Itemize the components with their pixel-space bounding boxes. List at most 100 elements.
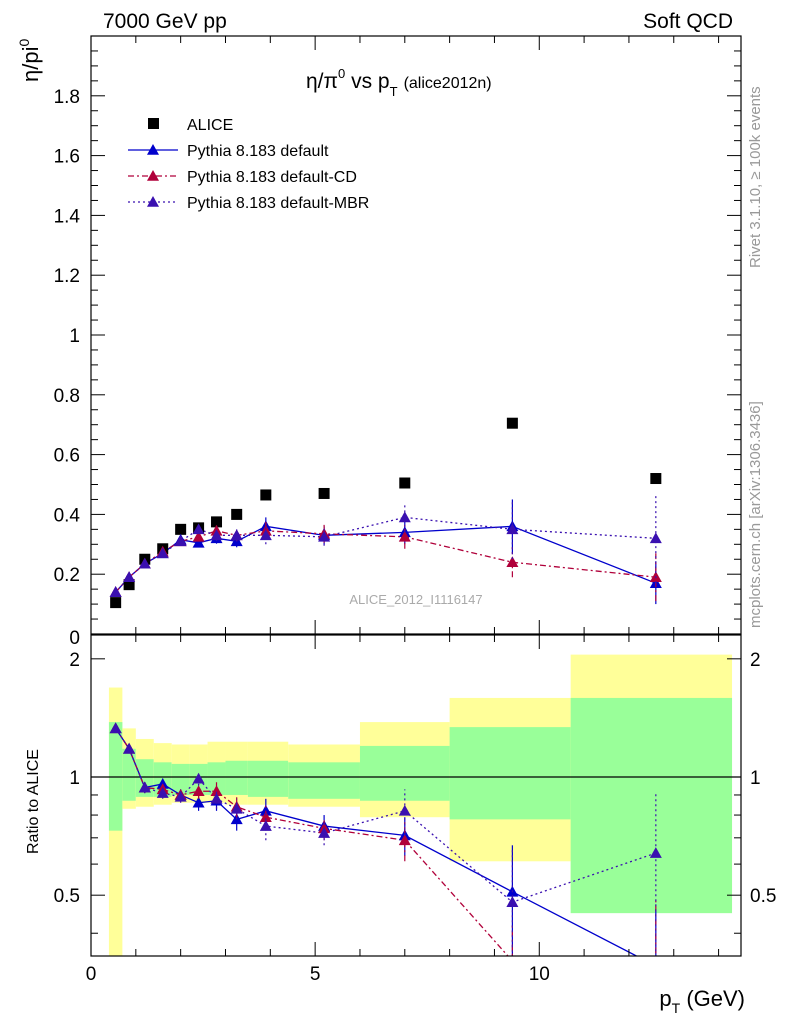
mc-point [506, 556, 519, 568]
top-y-tick-labels: 0 0.2 0.4 0.6 0.8 1 1.2 1.4 1.6 1.8 [54, 87, 81, 649]
ratio-point [210, 792, 223, 804]
green-band [570, 697, 733, 914]
rivet-version-text: Rivet 3.1.10, ≥ 100k events [747, 86, 764, 268]
ratio-series-layer [109, 722, 662, 971]
title-sub: T [390, 84, 398, 99]
mc-point [138, 557, 151, 569]
ratio-point [398, 834, 411, 846]
y-tick-label: 1.4 [54, 206, 81, 227]
ratio-point [398, 804, 411, 816]
ratio-point [506, 896, 519, 907]
y-tick-label: 1.2 [54, 266, 80, 287]
data-point [211, 516, 223, 528]
mc-point [174, 535, 187, 547]
y-tick-label: 1.8 [54, 87, 80, 108]
green-band [171, 763, 190, 795]
y-tick-label: 0.8 [54, 386, 80, 407]
data-point [506, 417, 518, 429]
header-left: 7000 GeV pp [103, 10, 227, 33]
legend-symbol-triangle [147, 196, 159, 207]
ratio-point [318, 827, 331, 838]
mc-point [192, 530, 205, 542]
main-y-axis-label: η/pi0 [16, 39, 43, 82]
x-tick-label: 0 [86, 964, 97, 985]
legend-label-default: Pythia 8.183 default [187, 143, 329, 160]
green-band [207, 762, 226, 795]
main-plot: 0 0.20.40.60.811.21.41.61.8 η/pi0 η/π0 v… [16, 35, 742, 649]
ratio-y-tick-label: 2 [69, 650, 80, 671]
ratio-y-tick-label: 0.5 [54, 886, 80, 907]
ratio-point [649, 847, 662, 858]
data-point [175, 523, 187, 535]
legend-label-default-cd: Pythia 8.183 default-CD [187, 169, 357, 186]
y-tick-label-zero: 0 [69, 628, 80, 649]
data-point [123, 579, 135, 591]
green-band [225, 760, 248, 795]
ratio-tick-labels: 0.5 0.5 1 1 2 2 0 5 10 [54, 650, 777, 985]
data-point [110, 597, 122, 609]
x-tick-label: 10 [529, 964, 550, 985]
ratio-y-tick-label-right: 2 [750, 650, 761, 671]
ratio-point [192, 785, 205, 797]
data-point [650, 473, 662, 485]
ratio-point [138, 781, 151, 793]
title-vs: vs p [345, 70, 389, 93]
mc-point [398, 530, 411, 542]
header-right: Soft QCD [643, 10, 733, 33]
main-plot-frame [90, 35, 742, 635]
legend-symbols [128, 118, 178, 207]
ratio-point [210, 785, 223, 797]
x-label-main: p [659, 986, 671, 1011]
title-tag: (alice2012n) [404, 75, 492, 92]
ratio-point [192, 772, 205, 784]
ratio-point [156, 787, 169, 798]
legend-label-default-mbr: Pythia 8.183 default-MBR [187, 195, 369, 212]
mcplots-credit-text: mcplots.cern.ch [arXiv:1306.3436] [747, 401, 764, 628]
legend-label-alice: ALICE [187, 117, 233, 134]
ratio-point [109, 722, 122, 734]
mc-point [318, 530, 331, 542]
ratio-point [156, 777, 169, 789]
main-series-layer [109, 417, 662, 609]
ratio-y-axis-label: Ratio to ALICE [25, 749, 42, 854]
ratio-point [259, 811, 272, 822]
ratio-point [650, 960, 662, 971]
ratio-point [259, 820, 272, 831]
title-main: η/π [306, 70, 338, 93]
ratio-point [259, 804, 272, 816]
x-tick-label: 5 [310, 964, 321, 985]
ratio-plot: 0.5 0.5 1 1 2 2 0 5 10 Ratio to ALICE pT (GeV) [25, 634, 777, 1016]
data-point [231, 508, 243, 520]
ratio-point [230, 802, 243, 814]
ratio-y-tick-label-right: 1 [750, 768, 761, 789]
x-label-unit: (GeV) [680, 986, 745, 1011]
legend-symbol-triangle [147, 170, 159, 181]
analysis-watermark: ALICE_2012_I1116147 [349, 592, 482, 607]
green-band [449, 727, 571, 820]
mc-point [192, 523, 205, 535]
mc-point [123, 571, 136, 582]
mc-point [506, 523, 519, 535]
legend-symbol-square [148, 118, 159, 129]
y-label-main: η/pi [18, 47, 43, 82]
ratio-uncertainty-bands [108, 654, 733, 956]
data-point [318, 487, 330, 499]
mc-point [156, 547, 169, 559]
y-label-sup: 0 [16, 39, 32, 47]
title-sup: 0 [338, 66, 345, 81]
ratio-plot-frame [90, 634, 742, 957]
mc-point [109, 586, 122, 597]
y-tick-label: 0.2 [54, 565, 80, 586]
green-band [122, 748, 136, 801]
plot-title: η/π0 vs pT (alice2012n) [306, 66, 492, 99]
y-tick-label: 0.4 [54, 505, 81, 526]
legend: ALICE Pythia 8.183 default Pythia 8.183 … [128, 117, 369, 212]
y-tick-label: 1.6 [54, 147, 80, 168]
ratio-point [192, 796, 205, 808]
green-band [359, 745, 450, 801]
mc-point [259, 529, 272, 541]
mc-point [649, 532, 662, 544]
ratio-y-tick-label: 1 [69, 768, 80, 789]
green-band [247, 760, 289, 797]
